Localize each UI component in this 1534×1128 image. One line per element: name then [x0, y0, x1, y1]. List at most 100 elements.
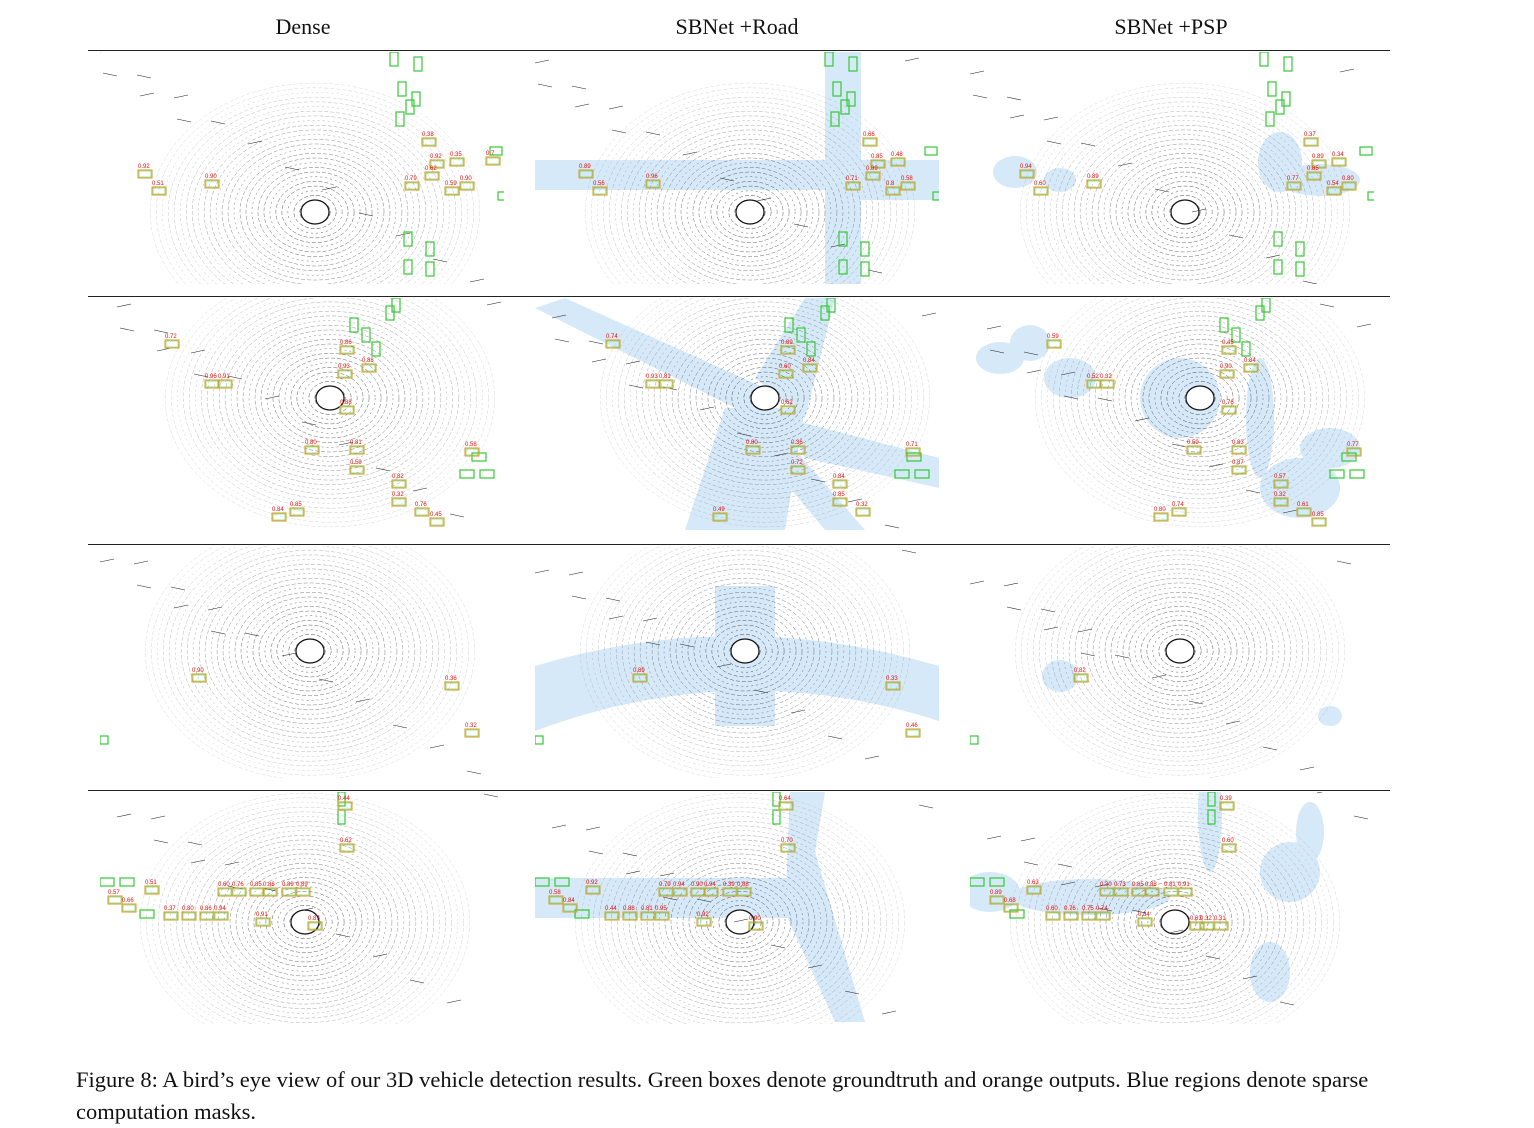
output-box [349, 465, 365, 475]
output-box [1243, 363, 1259, 373]
groundtruth-box [826, 298, 836, 313]
score-label: 0.88 [340, 400, 352, 406]
groundtruth-overlap [791, 466, 805, 474]
score-label: 0.90 [749, 916, 761, 922]
lidar-structures [535, 549, 917, 760]
groundtruth-overlap [138, 170, 152, 178]
score-label: 0.90 [192, 668, 204, 674]
groundtruth-overlap [891, 158, 905, 166]
groundtruth-overlap [886, 187, 900, 195]
output-box [337, 369, 353, 379]
score-label: 0.83 [1232, 440, 1244, 446]
groundtruth-overlap [990, 896, 1004, 904]
groundtruth-overlap [392, 498, 406, 506]
groundtruth-overlap [1020, 170, 1034, 178]
bev-panel-row-3-col-1: 0.90 0.36 0.32 [100, 546, 504, 778]
column-title-dense: Dense [275, 14, 331, 39]
groundtruth-overlap [1332, 158, 1346, 166]
score-label: 0.59 [350, 460, 362, 466]
output-box [424, 171, 440, 181]
groundtruth-box [1281, 91, 1291, 107]
score-label: 0.48 [891, 152, 903, 158]
output-box [204, 179, 220, 189]
score-label: 0.81 [659, 374, 671, 380]
groundtruth-overlap [1342, 182, 1356, 190]
groundtruth-overlap [338, 370, 352, 378]
score-label: 0.91 [256, 912, 268, 918]
score-label: 0.87 [1232, 460, 1244, 466]
groundtruth-box [361, 327, 371, 343]
output-box [339, 345, 355, 355]
groundtruth-box [824, 52, 834, 67]
groundtruth-overlap [1082, 912, 1096, 920]
groundtruth-box [395, 111, 405, 127]
output-box [1046, 339, 1062, 349]
score-label: 0.89 [1312, 154, 1324, 160]
score-label: 0.45 [430, 512, 442, 518]
detections: 0.590.52 0.320.450.840.900.760.770.830.59… [1046, 334, 1362, 527]
output-box [262, 887, 278, 897]
groundtruth-overlap [218, 888, 232, 896]
output-box [1296, 507, 1312, 517]
score-label: 0.66 [122, 898, 134, 904]
groundtruth-overlap [646, 380, 660, 388]
groundtruth-box [391, 298, 401, 313]
groundtruth-boxes [100, 735, 109, 745]
groundtruth-box [1283, 56, 1293, 72]
ego-vehicle-hole [315, 385, 345, 411]
groundtruth-overlap [1190, 922, 1204, 930]
groundtruth-box [970, 877, 985, 887]
groundtruth-box [100, 735, 109, 745]
groundtruth-overlap [122, 904, 136, 912]
score-label: 0.84 [1138, 912, 1150, 918]
score-label: 0.89 [990, 890, 1002, 896]
groundtruth-box [1259, 52, 1269, 67]
groundtruth-overlap [1034, 187, 1048, 195]
groundtruth-overlap [1220, 802, 1234, 810]
groundtruth-overlap [781, 346, 795, 354]
score-label: 0.89 [633, 668, 645, 674]
output-box [712, 512, 728, 522]
ego-vehicle-hole [1160, 909, 1190, 935]
output-box [295, 887, 311, 897]
score-label: 0.38 [422, 132, 434, 138]
score-label: 0.58 [465, 442, 477, 448]
output-box [696, 917, 712, 927]
output-box [144, 885, 160, 895]
groundtruth-box [489, 146, 503, 156]
score-label: 0.74 [1096, 906, 1108, 912]
output-box [1346, 447, 1362, 457]
groundtruth-box [403, 231, 413, 247]
groundtruth-overlap [1307, 172, 1321, 180]
groundtruth-overlap [1222, 346, 1236, 354]
output-box [736, 887, 752, 897]
score-label: 0.88 [1145, 882, 1157, 888]
detections: 0.90 0.36 0.32 [191, 668, 480, 738]
sparse-mask [970, 792, 1324, 1002]
groundtruth-overlap [803, 364, 817, 372]
lidar-structures [100, 558, 482, 775]
output-box [604, 911, 620, 921]
detections: 0.74 0.93 0.81 0.89 0.84 0.60 0.62 0.71 0.36 0.80… [605, 334, 921, 522]
output-box [191, 673, 207, 683]
groundtruth-box [932, 191, 939, 201]
score-label: 0.86 [200, 906, 212, 912]
score-label: 0.86 [263, 882, 275, 888]
score-label: 0.81 [350, 440, 362, 446]
score-label: 0.36 [791, 440, 803, 446]
score-label: 0.71 [846, 176, 858, 182]
output-box [1171, 507, 1187, 517]
output-box [1221, 405, 1237, 415]
groundtruth-box [349, 317, 359, 333]
groundtruth-overlap [901, 182, 915, 190]
groundtruth-overlap [422, 138, 436, 146]
groundtruth-box [397, 81, 407, 97]
score-label: 0.92 [138, 164, 150, 170]
score-label: 0.79 [405, 176, 417, 182]
score-label: 0.35 [450, 152, 462, 158]
groundtruth-box [385, 305, 395, 321]
groundtruth-box [337, 792, 346, 807]
groundtruth-overlap [272, 513, 286, 521]
output-box [137, 169, 153, 179]
groundtruth-overlap [746, 446, 760, 454]
